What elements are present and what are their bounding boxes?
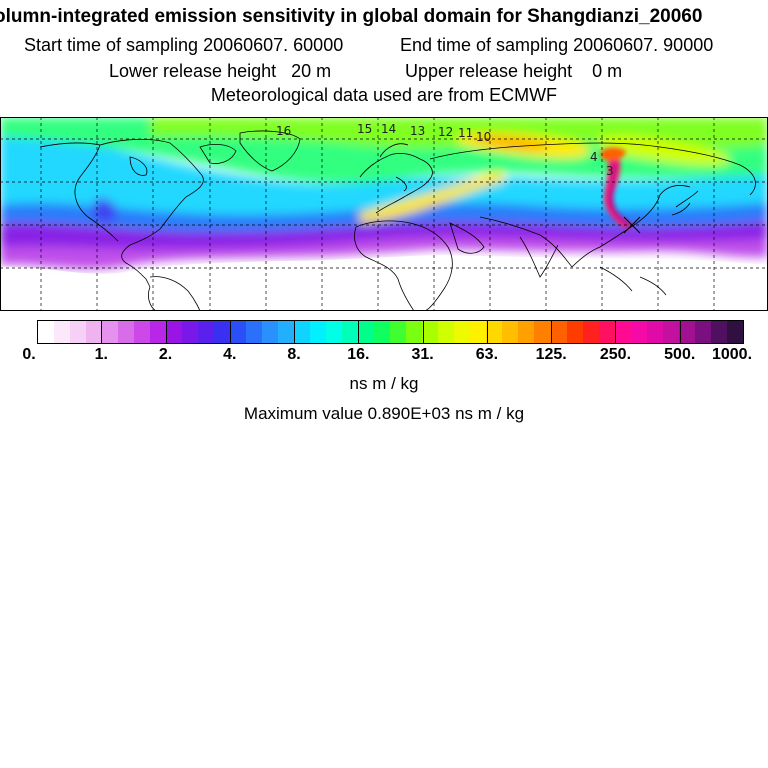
colorbar-tick bbox=[229, 321, 231, 343]
contour-label: 15 bbox=[357, 122, 372, 136]
colorbar-segment bbox=[646, 321, 663, 343]
colorbar-tick bbox=[679, 321, 681, 343]
colorbar-segment bbox=[54, 321, 71, 343]
contour-label: 13 bbox=[410, 124, 425, 138]
colorbar-tick bbox=[165, 321, 167, 343]
receptor-marker bbox=[623, 216, 641, 234]
colorbar-segment bbox=[358, 321, 375, 343]
colorbar-tick-labels: 0. 1. 2. 4. 8. 16. 31. 63. 125. 250. 500. 1000. bbox=[0, 346, 768, 366]
maximum-value-text: Maximum value 0.890E+03 ns m / kg bbox=[243, 404, 525, 423]
colorbar-tick-label: 31. bbox=[411, 346, 434, 363]
colorbar-segment bbox=[38, 321, 55, 343]
lat-lon-grid bbox=[0, 117, 768, 311]
colorbar-segment bbox=[726, 321, 743, 343]
colorbar-tick bbox=[486, 321, 488, 343]
coastlines bbox=[39, 130, 756, 311]
colorbar-tick bbox=[551, 321, 553, 343]
colorbar-segment bbox=[422, 321, 439, 343]
colorbar-tick-label: 250. bbox=[599, 346, 632, 363]
colorbar-segment bbox=[678, 321, 695, 343]
colorbar-segment bbox=[470, 321, 487, 343]
colorbar-segment bbox=[550, 321, 567, 343]
colorbar-segment bbox=[310, 321, 327, 343]
plot-title: olumn-integrated emission sensitivity in… bbox=[0, 6, 768, 28]
colorbar-tick bbox=[615, 321, 617, 343]
colorbar-segment bbox=[134, 321, 151, 343]
lower-release-text: Lower release height 20 m bbox=[109, 61, 332, 81]
colorbar-tick-label: 4. bbox=[223, 346, 237, 363]
colorbar-segment bbox=[374, 321, 391, 343]
colorbar-segment bbox=[278, 321, 295, 343]
plot-title-text: olumn-integrated emission sensitivity in… bbox=[0, 6, 703, 27]
contour-label: 16 bbox=[276, 124, 291, 138]
colorbar-segment bbox=[198, 321, 215, 343]
end-sampling-text: End time of sampling 20060607. 90000 bbox=[400, 35, 714, 55]
start-sampling-text: Start time of sampling 20060607. 60000 bbox=[24, 35, 344, 55]
colorbar-segment bbox=[118, 321, 135, 343]
colorbar-segment bbox=[214, 321, 231, 343]
colorbar-segment bbox=[662, 321, 679, 343]
colorbar-segment bbox=[566, 321, 583, 343]
colorbar-tick-label: 2. bbox=[158, 346, 173, 363]
colorbar-segment bbox=[182, 321, 199, 343]
colorbar-segment bbox=[246, 321, 263, 343]
colorbar-segment bbox=[438, 321, 455, 343]
colorbar-segment bbox=[166, 321, 183, 343]
colorbar-tick-label: 63. bbox=[475, 346, 499, 363]
colorbar-segment bbox=[406, 321, 423, 343]
colorbar-tick-label: 1000. bbox=[711, 346, 753, 363]
met-data-text: Meteorological data used are from ECMWF bbox=[210, 85, 558, 105]
colorbar-segment bbox=[150, 321, 167, 343]
colorbar-unit: ns m / kg bbox=[349, 374, 419, 393]
contour-label: 3 bbox=[606, 164, 614, 178]
contour-label: 4 bbox=[590, 150, 598, 164]
colorbar-segment bbox=[262, 321, 279, 343]
colorbar-tick-label: 8. bbox=[287, 346, 301, 363]
upper-release-text: Upper release height 0 m bbox=[405, 61, 623, 81]
colorbar-tick bbox=[358, 321, 360, 343]
colorbar-segment bbox=[390, 321, 407, 343]
contour-label: 11 bbox=[458, 126, 473, 140]
colorbar-segment bbox=[502, 321, 519, 343]
colorbar-segment bbox=[614, 321, 631, 343]
emission-sensitivity-map: 16 15 14 13 12 11 10 4 3 bbox=[0, 117, 768, 311]
colorbar-segment bbox=[694, 321, 711, 343]
contour-label: 12 bbox=[438, 125, 453, 139]
colorbar-segment bbox=[454, 321, 471, 343]
colorbar-segment bbox=[326, 321, 343, 343]
colorbar-segment bbox=[294, 321, 311, 343]
colorbar-segment bbox=[630, 321, 647, 343]
colorbar-tick-label: 500. bbox=[664, 346, 696, 363]
colorbar-segment bbox=[486, 321, 503, 343]
colorbar-segment bbox=[102, 321, 119, 343]
colorbar-segment bbox=[230, 321, 247, 343]
colorbar bbox=[37, 320, 744, 344]
colorbar-segment bbox=[598, 321, 615, 343]
colorbar-segment bbox=[582, 321, 599, 343]
colorbar-tick-label: 125. bbox=[535, 346, 567, 363]
colorbar-segment bbox=[70, 321, 87, 343]
contour-label: 10 bbox=[476, 130, 491, 144]
colorbar-tick-label: 16. bbox=[347, 346, 370, 363]
contour-labels: 16 15 14 13 12 11 10 4 3 bbox=[276, 122, 614, 178]
colorbar-tick-label: 1. bbox=[94, 346, 108, 363]
colorbar-segment bbox=[534, 321, 551, 343]
colorbar-tick bbox=[422, 321, 424, 343]
colorbar-segment bbox=[710, 321, 727, 343]
contour-label: 14 bbox=[381, 122, 396, 136]
colorbar-segment bbox=[342, 321, 359, 343]
colorbar-tick bbox=[294, 321, 296, 343]
colorbar-tick-label: 0. bbox=[22, 346, 36, 363]
colorbar-tick bbox=[101, 321, 103, 343]
colorbar-segment bbox=[518, 321, 535, 343]
colorbar-segment bbox=[86, 321, 103, 343]
